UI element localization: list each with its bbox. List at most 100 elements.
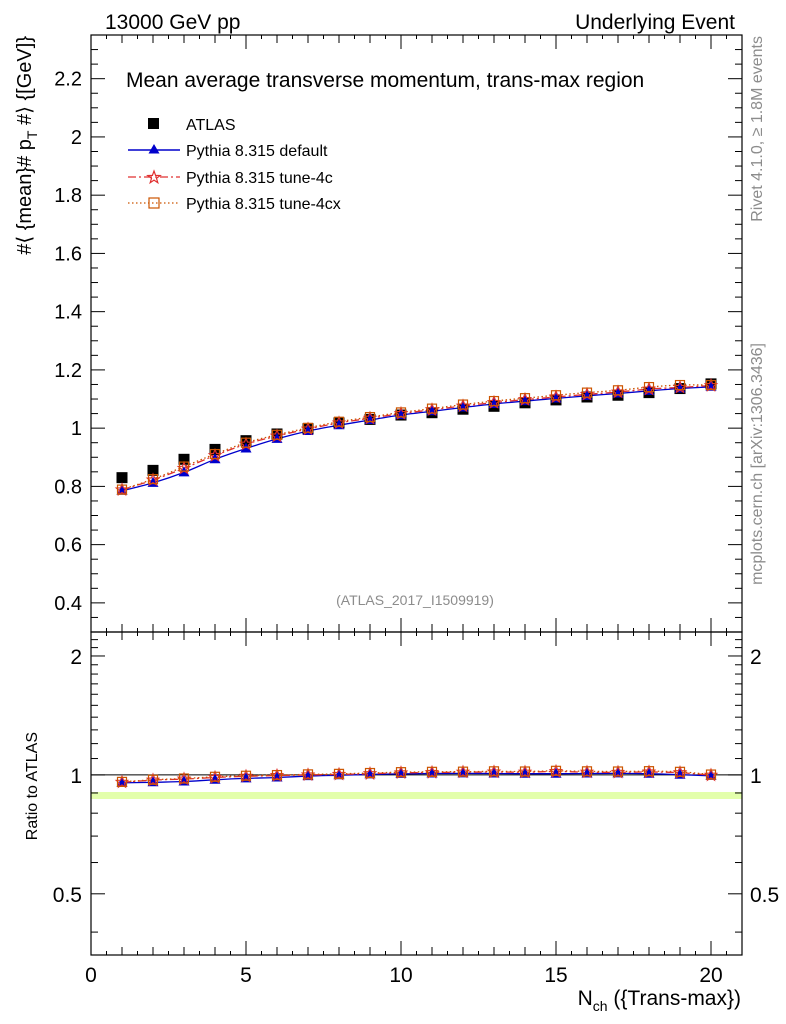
main-point-3-11: [457, 399, 469, 410]
rivet-label: Rivet 4.1.0, ≥ 1.8M events: [749, 36, 766, 222]
main-point-3-18: [674, 379, 686, 391]
main-point-3-1: [147, 474, 159, 485]
ratio-series-1: [114, 763, 719, 789]
x-tick-label: 20: [699, 964, 722, 987]
main-y-tick-label: 1.2: [54, 360, 82, 382]
main-series-layer: [114, 377, 719, 497]
main-point-3-13: [519, 393, 531, 404]
main-point-0-1: [147, 464, 159, 476]
mcplots-label: mcplots.cern.ch [arXiv:1306.3436]: [749, 343, 766, 585]
main-point-3-6: [302, 422, 314, 433]
ratio-point-2-6: [302, 769, 314, 780]
main-point-3-14: [550, 390, 562, 401]
legend-label-default: Pythia 8.315 default: [186, 143, 328, 160]
x-axis-label-part2: ({Trans-max}): [608, 987, 741, 1010]
main-title: Mean average transverse momentum, trans-…: [126, 69, 644, 92]
main-y-tick-label: 0.8: [54, 476, 82, 498]
ratio-point-2-16: [612, 766, 624, 777]
ratio-point-2-13: [519, 766, 531, 777]
ratio-point-2-15: [581, 766, 593, 777]
main-point-3-4: [240, 437, 252, 448]
main-point-0-0: [116, 472, 128, 484]
ratio-panel: 0.5 0.5 1 1 2 2 0 5 10 15 20 Ratio to ATLAS Nch (…: [24, 631, 779, 1014]
x-tick-label: 5: [240, 964, 252, 987]
main-point-3-16: [612, 385, 624, 396]
legend-marker-tune4cx: [148, 197, 160, 209]
main-y-axis-label: #⟨ {mean}# pT #⟩ {[GeV]}: [14, 36, 40, 255]
ratio-y-tick-label-left: 0.5: [53, 884, 82, 907]
header-process: Underlying Event: [575, 11, 735, 34]
ratio-frame: [90, 631, 743, 956]
main-point-3-3: [209, 448, 221, 460]
ratio-point-2-18: [674, 766, 686, 777]
ratio-point-2-8: [364, 767, 376, 779]
ratio-point-2-4: [240, 770, 252, 781]
main-point-3-10: [426, 403, 438, 414]
main-series-2: [114, 377, 719, 497]
legend-label-tune4c: Pythia 8.315 tune-4c: [186, 170, 333, 187]
main-point-0-4: [240, 435, 252, 447]
ratio-point-2-5: [271, 769, 283, 781]
legend: ATLAS Pythia 8.315 default Pythia 8.315 …: [128, 117, 341, 213]
main-y-tick-label: 2.2: [54, 69, 82, 91]
ratio-y-axis-label: Ratio to ATLAS: [24, 732, 41, 840]
main-line-1: [121, 386, 712, 492]
main-point-3-17: [643, 381, 655, 393]
ratio-point-2-19: [705, 769, 717, 780]
x-tick-label: 10: [389, 964, 412, 987]
legend-label-atlas: ATLAS: [186, 117, 236, 134]
legend-entry-tune4c: Pythia 8.315 tune-4c: [128, 169, 333, 187]
ratio-point-2-10: [426, 766, 438, 777]
main-x-ticks: [90, 35, 743, 632]
ratio-y-ticks: 0.5 0.5 1 1 2 2: [53, 639, 779, 933]
legend-marker-default: [148, 144, 160, 154]
main-panel: 0.4 0.6 0.8 1 1.2 1.4 1.6 1.8 2 2.2 Mean average …: [14, 34, 743, 633]
ratio-y-tick-label-left: 2: [70, 646, 82, 669]
ratio-y-tick-label-right: 1: [750, 765, 762, 788]
legend-entry-tune4cx: Pythia 8.315 tune-4cx: [128, 196, 341, 213]
ratio-reference-band: [91, 792, 742, 799]
ratio-y-tick-label-right: 2: [750, 646, 762, 669]
x-axis-label-part1: N: [578, 987, 593, 1010]
ratio-point-2-2: [178, 773, 190, 784]
main-y-tick-label: 1.4: [54, 302, 82, 324]
analysis-watermark: (ATLAS_2017_I1509919): [336, 592, 494, 608]
ratio-point-2-9: [395, 767, 407, 778]
ratio-point-2-3: [209, 771, 221, 782]
main-y-axis-label-sub: T: [24, 130, 40, 139]
main-y-tick-label: 1: [71, 418, 82, 440]
main-point-3-7: [333, 416, 345, 427]
ratio-point-2-1: [147, 774, 159, 785]
main-y-tick-label: 2: [71, 127, 82, 149]
main-point-3-15: [581, 387, 593, 398]
ratio-point-2-11: [457, 766, 469, 777]
x-axis-label: Nch ({Trans-max}): [578, 987, 741, 1014]
ratio-point-2-14: [550, 765, 562, 776]
main-y-tick-label: 0.4: [54, 593, 82, 615]
x-tick-label: 15: [544, 964, 567, 987]
main-point-3-19: [705, 379, 717, 391]
main-line-2: [121, 384, 712, 491]
legend-marker-tune4c: [146, 169, 162, 185]
x-axis-label-sub: ch: [593, 998, 608, 1014]
main-series-3: [116, 379, 717, 495]
legend-entry-default: Pythia 8.315 default: [128, 143, 328, 160]
header-energy: 13000 GeV pp: [105, 11, 240, 34]
main-point-3-5: [271, 429, 283, 440]
ratio-point-2-7: [333, 768, 345, 779]
main-series-1: [116, 380, 717, 495]
main-point-3-8: [364, 411, 376, 423]
main-point-3-9: [395, 407, 407, 418]
main-y-ticks: 0.4 0.6 0.8 1 1.2 1.4 1.6 1.8 2 2.2: [54, 34, 742, 633]
ratio-series-2: [116, 765, 717, 787]
legend-entry-atlas: ATLAS: [148, 117, 236, 134]
main-point-3-12: [488, 395, 500, 407]
ratio-x-ticks: 0 5 10 15 20: [85, 632, 743, 987]
ratio-line-1: [121, 770, 712, 783]
x-tick-label: 0: [85, 964, 97, 987]
legend-label-tune4cx: Pythia 8.315 tune-4cx: [186, 196, 341, 213]
legend-marker-atlas: [148, 118, 159, 129]
ratio-point-2-0: [116, 776, 128, 787]
ratio-point-2-17: [643, 766, 655, 777]
